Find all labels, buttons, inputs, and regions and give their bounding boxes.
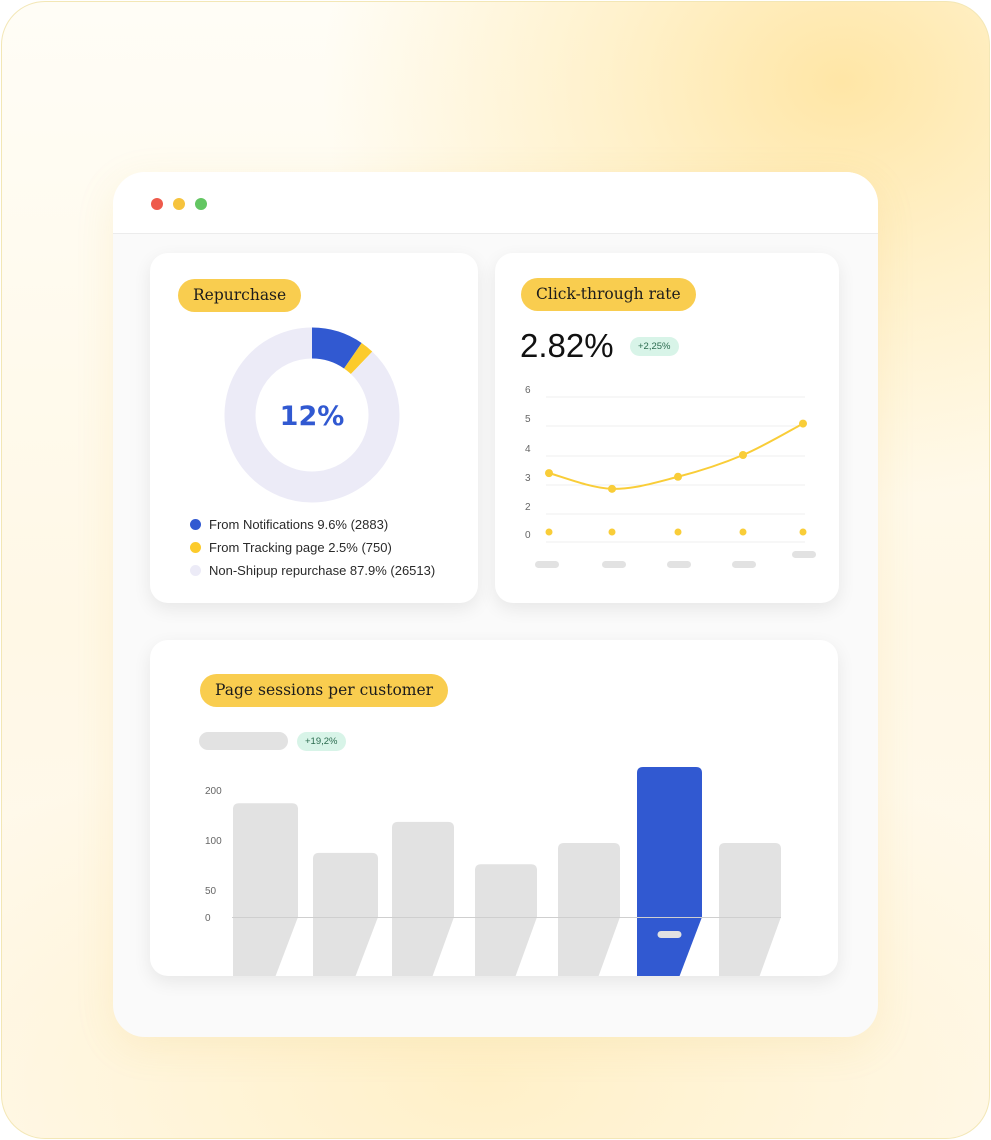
legend-label-non-shipup: Non-Shipup repurchase 87.9% (26513) — [209, 563, 436, 578]
sessions-title: Page sessions per customer — [200, 674, 449, 707]
ctr-baseline-point-1 — [608, 528, 616, 536]
sessions-y-tick-0: 200 — [205, 786, 222, 797]
repurchase-donut-chart: 12% — [224, 327, 400, 503]
ctr-y-tick-4: 2 — [525, 502, 531, 513]
legend-notifications: From Notifications 9.6% (2883) — [190, 517, 388, 532]
sessions-card: Page sessions per customer +19,2% 200 100… — [150, 640, 838, 976]
sessions-bar-4 — [558, 843, 620, 976]
sessions-y-tick-1: 100 — [205, 836, 222, 847]
sessions-bar-chart: 200 100 50 0 — [205, 767, 781, 976]
sessions-bar-3 — [475, 864, 537, 976]
sessions-x-tick-placeholder-4 — [577, 931, 601, 938]
ctr-x-tick-placeholder-0 — [535, 561, 559, 568]
close-window-button[interactable] — [151, 198, 163, 210]
ctr-baseline-point-2 — [674, 528, 682, 536]
sessions-placeholder-label — [199, 732, 288, 750]
sessions-x-tick-placeholder-2 — [411, 931, 435, 938]
repurchase-card: Repurchase 12% From Notifications 9.6% (… — [150, 253, 478, 603]
legend-dot-tracking — [190, 542, 201, 553]
ctr-y-tick-3: 3 — [525, 473, 531, 484]
legend-label-tracking: From Tracking page 2.5% (750) — [209, 540, 392, 555]
sessions-bar-0 — [233, 803, 298, 976]
ctr-y-tick-1: 5 — [525, 414, 531, 425]
ctr-point-4 — [799, 419, 807, 428]
sessions-change-badge: +19,2% — [297, 732, 346, 751]
sessions-y-tick-3: 0 — [205, 913, 211, 924]
ctr-line-chart: 6 5 4 3 2 0 — [525, 385, 816, 568]
ctr-y-tick-2: 4 — [525, 444, 531, 455]
ctr-baseline-point-4 — [799, 528, 807, 536]
legend-tracking: From Tracking page 2.5% (750) — [190, 540, 392, 555]
donut-slice-1 — [343, 342, 373, 375]
donut-center-label: 12% — [280, 401, 345, 432]
app-window: Repurchase 12% From Notifications 9.6% (… — [113, 172, 878, 1037]
sessions-bar-5 — [637, 767, 702, 976]
ctr-change-badge: +2,25% — [630, 337, 679, 356]
ctr-x-tick-placeholder-4 — [792, 551, 816, 558]
sessions-x-tick-placeholder-6 — [738, 931, 762, 938]
sessions-bar-2 — [392, 821, 454, 976]
ctr-point-0 — [545, 469, 553, 478]
legend-dot-notifications — [190, 519, 201, 530]
ctr-title: Click-through rate — [521, 278, 696, 311]
maximize-window-button[interactable] — [195, 198, 207, 210]
ctr-x-tick-placeholder-1 — [602, 561, 626, 568]
ctr-point-1 — [608, 484, 616, 493]
sessions-y-tick-2: 50 — [205, 886, 217, 897]
ctr-x-tick-placeholder-2 — [667, 561, 691, 568]
ctr-value: 2.82% — [520, 327, 614, 364]
donut-slice-0 — [311, 327, 362, 369]
donut-slice-2 — [224, 327, 400, 503]
sessions-x-tick-placeholder-3 — [494, 931, 518, 938]
sessions-x-tick-placeholder-0 — [253, 931, 278, 938]
ctr-y-tick-0: 6 — [525, 385, 531, 396]
ctr-y-tick-5: 0 — [525, 530, 531, 541]
window-titlebar — [113, 172, 878, 234]
sessions-x-tick-placeholder-5 — [657, 931, 682, 938]
minimize-window-button[interactable] — [173, 198, 185, 210]
legend-non-shipup: Non-Shipup repurchase 87.9% (26513) — [190, 563, 435, 578]
ctr-point-3 — [739, 451, 747, 459]
legend-dot-non-shipup — [190, 565, 201, 576]
sessions-x-tick-placeholder-1 — [333, 931, 358, 938]
sessions-bar-6 — [719, 843, 781, 976]
repurchase-title: Repurchase — [178, 279, 302, 312]
ctr-baseline-point-3 — [739, 528, 747, 536]
ctr-baseline-point-0 — [545, 528, 553, 536]
ctr-point-2 — [674, 472, 682, 481]
ctr-x-tick-placeholder-3 — [732, 561, 756, 568]
ctr-card: Click-through rate 2.82% +2,25% 6 5 4 3 2 0 — [495, 253, 839, 603]
legend-label-notifications: From Notifications 9.6% (2883) — [209, 517, 389, 532]
sessions-bar-1 — [313, 852, 378, 976]
